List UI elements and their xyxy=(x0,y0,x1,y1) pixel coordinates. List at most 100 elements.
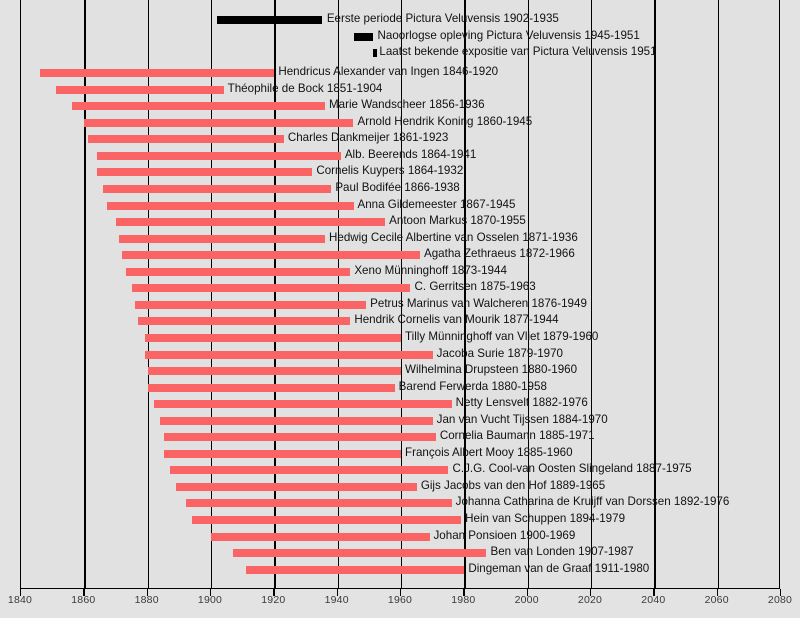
tick-mark-2060 xyxy=(716,589,719,596)
tick-mark-2000 xyxy=(526,589,529,596)
tick-mark-1920 xyxy=(273,589,275,596)
bar-label: Netty Lensvelt 1882-1976 xyxy=(455,396,588,410)
bar-row: Ben van Londen 1907-1987 xyxy=(21,545,779,561)
bar-label: Jan van Vucht Tijssen 1884-1970 xyxy=(436,412,608,426)
legend-swatch xyxy=(353,32,373,41)
bar-row: Wilhelmina Drupsteen 1880-1960 xyxy=(21,363,779,379)
bar-label: C.J.G. Cool-van Oosten Slingeland 1887-1… xyxy=(452,462,692,476)
bar-row: Hendricus Alexander van Ingen 1846-1920 xyxy=(21,65,779,81)
gridline-2020 xyxy=(591,0,593,588)
x-tick-label: 2020 xyxy=(577,594,603,606)
bar-row: Alb. Beerends 1864-1941 xyxy=(21,148,779,164)
lifespan-bar xyxy=(147,367,401,376)
lifespan-bar xyxy=(97,168,313,177)
lifespan-bar xyxy=(154,400,452,409)
lifespan-bar xyxy=(163,433,436,442)
bar-label: Gijs Jacobs van den Hof 1889-1965 xyxy=(420,478,606,492)
bar-label: Dingeman van de Graaf 1911-1980 xyxy=(468,561,650,575)
lifespan-bar xyxy=(55,85,224,94)
lifespan-bar xyxy=(40,69,275,78)
lifespan-bar xyxy=(233,549,487,558)
bar-row: Hein van Schuppen 1894-1979 xyxy=(21,512,779,528)
bar-label: Charles Dankmeijer 1861-1923 xyxy=(287,131,449,145)
bar-row: Netty Lensvelt 1882-1976 xyxy=(21,396,779,412)
bar-row: Barend Ferwerda 1880-1958 xyxy=(21,380,779,396)
bar-label: Théophile de Bock 1851-1904 xyxy=(227,81,383,95)
bar-label: Johan Ponsioen 1900-1969 xyxy=(433,528,576,542)
tick-mark-1940 xyxy=(336,589,339,596)
bar-row: Cornelis Kuypers 1864-1932 xyxy=(21,164,779,180)
bar-row: Xeno Münninghoff 1873-1944 xyxy=(21,264,779,280)
x-tick-label: 2060 xyxy=(704,594,729,606)
bar-label: Tilly Münninghoff van Vliet 1879-1960 xyxy=(405,329,599,343)
x-tick-label: 1920 xyxy=(261,594,286,606)
bar-label: Paul Bodifée 1866-1938 xyxy=(335,181,460,194)
lifespan-bar xyxy=(135,300,367,309)
tick-mark-1980 xyxy=(463,589,465,596)
lifespan-bar xyxy=(138,317,351,326)
legend-label: Eerste periode Pictura Veluvensis 1902-1… xyxy=(326,12,559,25)
bar-row: Marie Wandscheer 1856-1936 xyxy=(21,98,779,114)
lifespan-bar xyxy=(122,251,420,260)
lifespan-bar xyxy=(144,333,401,342)
gridline-1880 xyxy=(147,0,150,588)
bar-row: Paul Bodifée 1866-1938 xyxy=(21,181,779,197)
tick-mark-2080 xyxy=(780,589,782,596)
bar-label: Hendricus Alexander van Ingen 1846-1920 xyxy=(278,65,499,79)
lifespan-bar xyxy=(131,284,411,293)
bar-label: François Albert Mooy 1885-1960 xyxy=(405,445,573,459)
bar-label: Agatha Zethraeus 1872-1966 xyxy=(424,247,575,261)
bar-row: Hendrik Cornelis van Mourik 1877-1944 xyxy=(21,313,779,329)
gridline-2040 xyxy=(654,0,656,588)
bar-row: Johan Ponsioen 1900-1969 xyxy=(21,529,779,545)
x-tick-label: 1880 xyxy=(134,594,159,606)
gridline-2060 xyxy=(717,0,720,588)
gridline-1980 xyxy=(464,0,466,588)
gridline-1920 xyxy=(274,0,276,588)
legend-item: Naoorlogse opleving Pictura Veluvensis 1… xyxy=(21,29,779,45)
lifespan-bar xyxy=(97,151,341,160)
lifespan-bar xyxy=(84,118,354,127)
bar-label: Barend Ferwerda 1880-1958 xyxy=(398,379,547,393)
gridline-1860 xyxy=(84,0,86,588)
gridline-2000 xyxy=(527,0,530,588)
lifespan-bar xyxy=(71,102,325,111)
bar-label: Marie Wandscheer 1856-1936 xyxy=(329,98,485,112)
tick-mark-2040 xyxy=(653,589,655,596)
lifespan-bar xyxy=(103,185,332,193)
legend-label: Naoorlogse opleving Pictura Veluvensis 1… xyxy=(377,28,640,42)
lifespan-bar xyxy=(185,499,452,508)
lifespan-bar xyxy=(176,482,417,491)
bar-label: C. Gerritsen 1875-1963 xyxy=(414,280,536,294)
bar-row: Anna Gildemeester 1867-1945 xyxy=(21,198,779,214)
lifespan-bar xyxy=(211,532,430,541)
x-tick-label: 1840 xyxy=(7,594,33,606)
bar-row: Jacoba Surie 1879-1970 xyxy=(21,347,779,363)
tick-mark-1960 xyxy=(400,589,402,596)
bar-label: Alb. Beerends 1864-1941 xyxy=(344,147,477,161)
bar-row: Tilly Münninghoff van Vliet 1879-1960 xyxy=(21,330,779,346)
bar-label: Petrus Marinus van Walcheren 1876-1949 xyxy=(370,296,587,310)
lifespan-bar xyxy=(169,466,449,475)
lifespan-bar xyxy=(147,383,395,392)
x-tick-label: 2040 xyxy=(641,594,666,606)
bar-row: Petrus Marinus van Walcheren 1876-1949 xyxy=(21,297,779,313)
bar-row: Antoon Markus 1870-1955 xyxy=(21,214,779,230)
bar-label: Cornelis Kuypers 1864-1932 xyxy=(316,164,464,178)
bar-row: Arnold Hendrik Koning 1860-1945 xyxy=(21,115,779,131)
gridline-1960 xyxy=(401,0,403,588)
lifespan-bar xyxy=(125,267,351,276)
x-tick-label: 1960 xyxy=(387,594,413,606)
bar-label: Jacoba Surie 1879-1970 xyxy=(436,346,563,360)
legend-label: Laatst bekende expositie van Pictura Vel… xyxy=(379,45,657,59)
bar-row: Hedwig Cecile Albertine van Osselen 1871… xyxy=(21,231,779,247)
bar-row: Dingeman van de Graaf 1911-1980 xyxy=(21,562,779,578)
lifespan-bar xyxy=(160,416,433,425)
bar-label: Cornelia Baumann 1885-1971 xyxy=(439,429,595,443)
bar-label: Wilhelmina Drupsteen 1880-1960 xyxy=(405,363,578,377)
bar-label: Xeno Münninghoff 1873-1944 xyxy=(354,263,507,277)
bar-row: Charles Dankmeijer 1861-1923 xyxy=(21,131,779,147)
bar-label: Hedwig Cecile Albertine van Osselen 1871… xyxy=(329,230,578,244)
x-tick-label: 1860 xyxy=(71,594,96,606)
